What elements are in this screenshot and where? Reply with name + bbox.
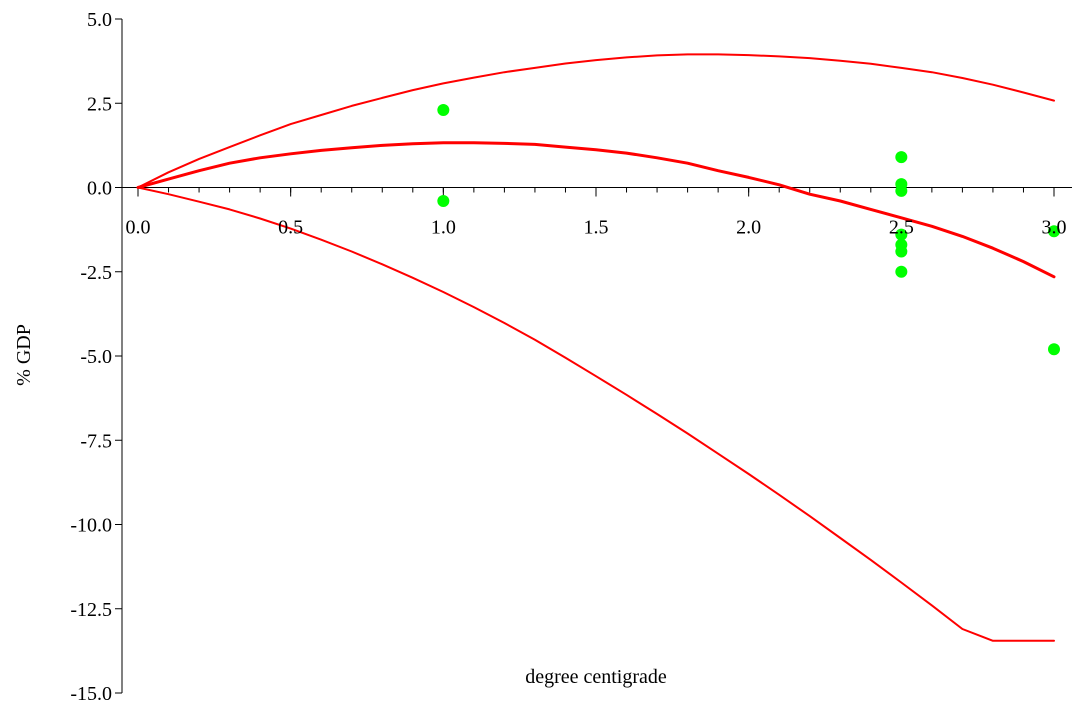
y-tick-label: 0.0 — [87, 178, 112, 200]
tick-labels: 5.0 2.5 0.0 -2.5 -5.0 -7.5 -10.0 -12.5 -15.0 0.0 0… — [70, 9, 1066, 705]
scatter-point — [895, 228, 908, 241]
y-tick-label: -12.5 — [70, 599, 112, 621]
x-tick-label: 1.0 — [431, 217, 456, 239]
series-line-central-estimate — [136, 141, 1056, 279]
x-axis-title: degree centigrade — [525, 666, 667, 688]
scatter-point — [895, 151, 908, 164]
y-tick-label: -15.0 — [70, 683, 112, 705]
y-tick-label: -5.0 — [80, 346, 112, 368]
series-line-lower-bound — [137, 186, 1055, 642]
scatter-point — [1048, 343, 1060, 356]
x-tick-label: 0.5 — [278, 217, 303, 239]
y-tick-label: 5.0 — [87, 9, 112, 31]
scatter-point — [437, 103, 450, 116]
x-tick-label: 0.0 — [126, 217, 151, 239]
curves — [136, 53, 1056, 642]
scatter-point — [895, 184, 908, 197]
scatter-point — [895, 265, 908, 278]
series-line-upper-bound — [137, 53, 1055, 189]
axes — [115, 18, 1072, 694]
scatter-points — [437, 103, 1060, 356]
x-tick-label: 2.5 — [889, 217, 914, 239]
x-tick-label: 2.0 — [736, 217, 761, 239]
x-tick-label: 1.5 — [584, 217, 609, 239]
scatter-point — [437, 194, 450, 207]
scatter-point — [1048, 225, 1060, 238]
y-tick-label: -2.5 — [80, 262, 112, 284]
y-tick-label: 2.5 — [87, 93, 112, 115]
scatter-point — [895, 245, 908, 258]
x-tick-label: 3.0 — [1042, 217, 1067, 239]
y-tick-label: -7.5 — [80, 430, 112, 452]
y-tick-label: -10.0 — [70, 515, 112, 537]
y-axis-title: % GDP — [13, 324, 35, 386]
